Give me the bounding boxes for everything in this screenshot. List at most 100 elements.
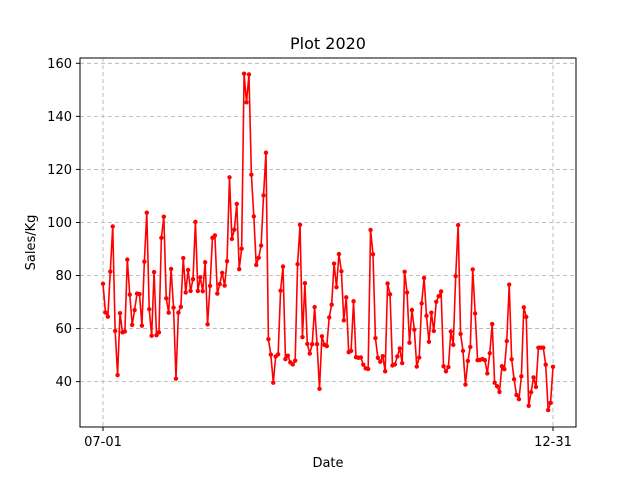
data-point: [280, 264, 286, 269]
data-point: [334, 285, 339, 290]
data-point: [256, 255, 261, 260]
data-point: [412, 327, 417, 332]
data-point: [545, 407, 551, 413]
data-point: [263, 150, 269, 155]
data-point: [470, 267, 475, 272]
data-point: [550, 364, 556, 369]
data-point: [344, 295, 349, 300]
data-point: [460, 348, 466, 354]
data-point: [292, 358, 298, 363]
data-point: [237, 266, 242, 272]
data-point: [142, 259, 147, 264]
data-point: [200, 288, 205, 294]
data-point: [392, 362, 398, 367]
data-point: [105, 314, 111, 319]
data-point: [261, 193, 266, 198]
data-point: [137, 291, 142, 297]
data-point: [127, 292, 132, 297]
data-point: [314, 342, 320, 347]
data-point: [521, 305, 527, 310]
y-tick-label: 60: [55, 322, 72, 337]
data-point: [414, 364, 419, 369]
data-point: [266, 336, 271, 342]
data-point: [149, 333, 154, 338]
y-tick-label: 160: [47, 57, 72, 72]
y-tick-label: 120: [47, 163, 72, 178]
data-point: [290, 362, 295, 367]
data-point: [399, 360, 405, 366]
data-point: [178, 304, 184, 310]
data-point: [302, 281, 308, 286]
data-point: [319, 334, 325, 339]
data-point: [307, 351, 312, 356]
data-point: [271, 380, 276, 385]
data-point: [541, 345, 546, 350]
data-point: [409, 307, 415, 313]
data-point: [373, 335, 378, 341]
data-point: [132, 307, 137, 313]
data-point: [455, 222, 461, 228]
data-point: [458, 331, 463, 337]
data-point: [548, 400, 553, 406]
x-axis-label: Date: [312, 456, 343, 471]
series-group: [100, 71, 556, 413]
data-point: [181, 255, 186, 261]
data-point: [151, 269, 157, 275]
data-point: [202, 260, 208, 265]
data-point: [227, 175, 232, 180]
data-point: [195, 288, 201, 294]
data-point: [531, 375, 536, 380]
data-point: [144, 210, 149, 215]
data-point: [234, 201, 239, 207]
data-point: [122, 329, 128, 334]
data-point: [246, 72, 252, 77]
data-point: [154, 333, 159, 338]
data-point: [438, 289, 444, 294]
data-point: [222, 283, 227, 288]
data-point: [212, 233, 218, 238]
data-point: [156, 330, 162, 335]
data-point: [378, 359, 383, 364]
data-point: [229, 236, 235, 242]
data-point: [232, 227, 237, 232]
data-point: [164, 296, 169, 301]
data-point: [329, 302, 334, 307]
data-point: [436, 294, 441, 299]
y-tick-label: 80: [55, 269, 72, 284]
data-point: [309, 342, 315, 347]
data-point: [448, 329, 454, 334]
data-point: [404, 290, 410, 295]
data-point: [147, 307, 152, 312]
data-point: [331, 261, 337, 266]
data-point: [387, 292, 393, 297]
data-point: [161, 214, 167, 219]
data-point: [108, 269, 113, 274]
data-point: [112, 328, 118, 334]
data-point: [224, 259, 230, 264]
data-point: [375, 355, 381, 360]
data-point: [543, 362, 548, 367]
data-point: [188, 288, 193, 294]
data-point: [159, 235, 164, 241]
data-point: [249, 172, 254, 177]
data-point: [317, 386, 322, 391]
data-point: [431, 328, 437, 334]
data-point: [285, 353, 291, 358]
data-point: [368, 227, 373, 233]
data-point: [489, 321, 495, 327]
data-point: [382, 369, 388, 374]
data-point: [419, 301, 424, 306]
data-point: [528, 390, 534, 395]
data-point: [434, 299, 439, 304]
data-point: [358, 355, 364, 360]
data-point: [300, 334, 305, 340]
data-point: [395, 354, 400, 359]
data-point: [125, 257, 130, 262]
data-point: [511, 377, 517, 382]
data-point: [295, 261, 300, 267]
data-point: [516, 396, 522, 402]
data-point: [173, 376, 179, 381]
data-point: [485, 371, 490, 376]
data-point: [139, 323, 145, 328]
